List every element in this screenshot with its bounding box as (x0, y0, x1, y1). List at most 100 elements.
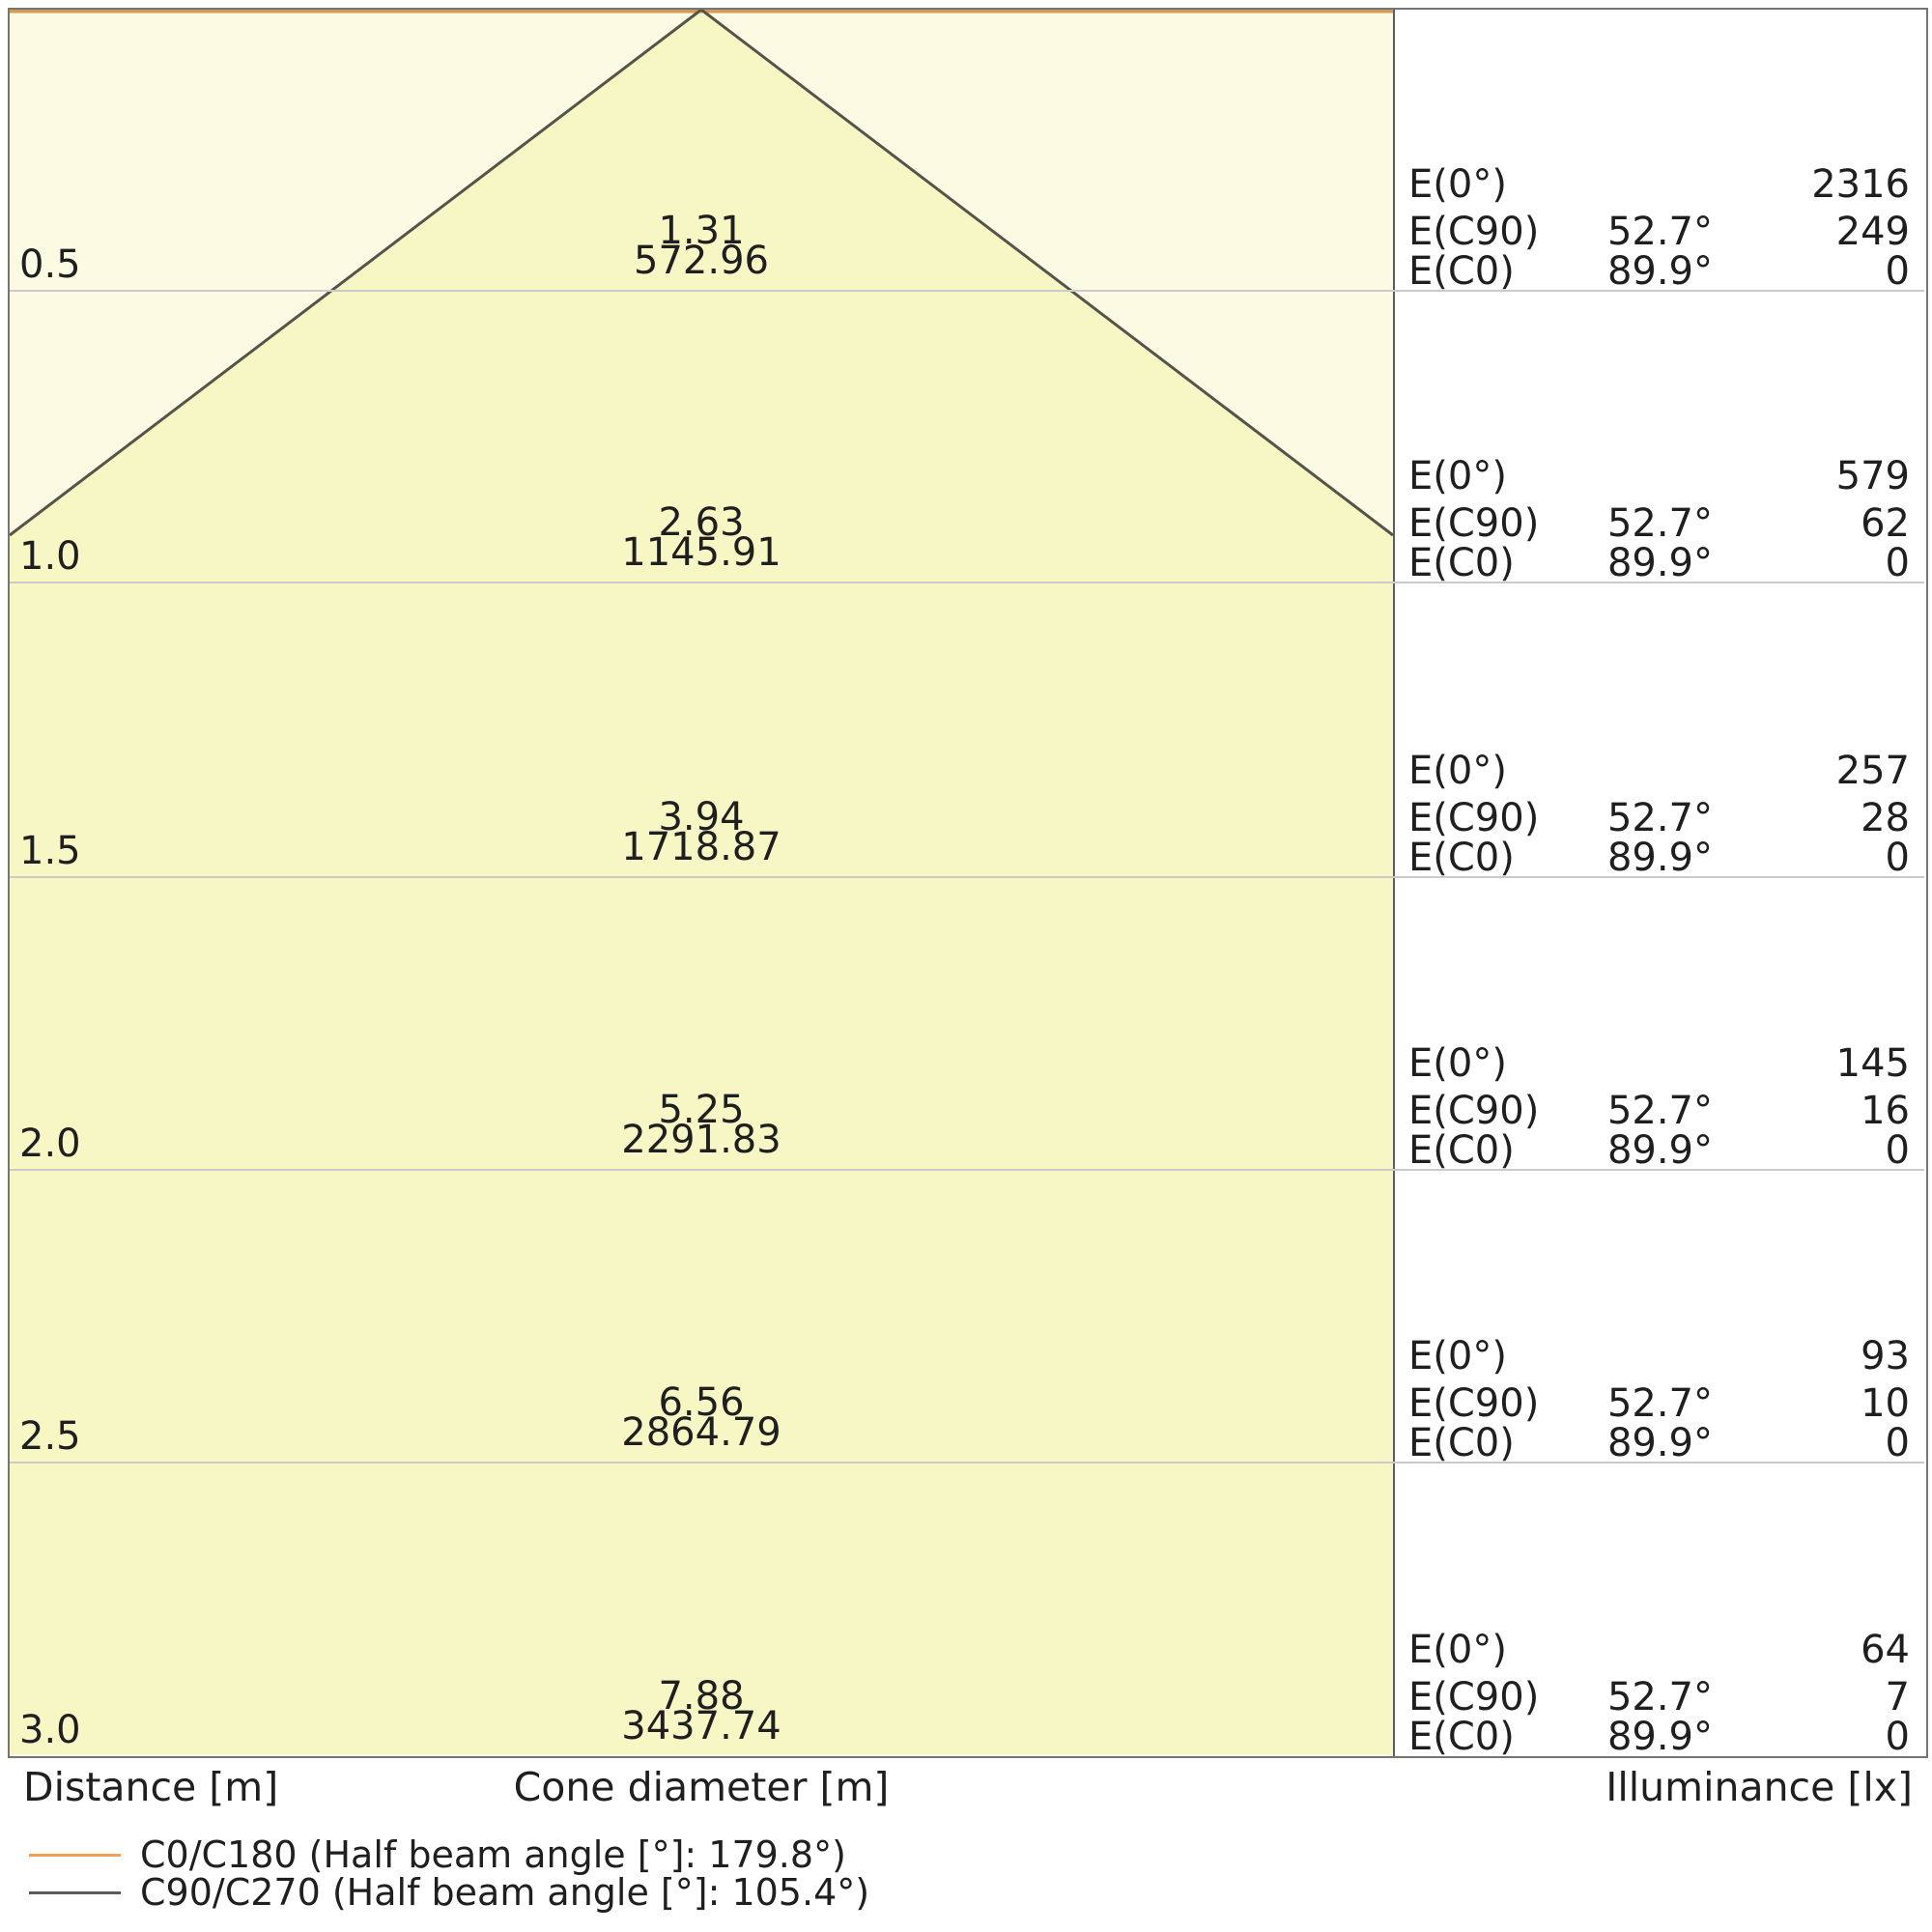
ec90-angle: 52.7° (1606, 1381, 1713, 1426)
cone-diameter-c0-value: 572.96 (634, 239, 769, 283)
illuminance-line: E(C0) 89.9° 0 (1408, 1718, 1910, 1757)
e0-label: E(0°) (1408, 1041, 1507, 1086)
illuminance-line: E(C0) 89.9° 0 (1408, 1131, 1910, 1171)
ec0-angle: 89.9° (1606, 836, 1713, 880)
illuminance-line: E(0°) 93 (1408, 1337, 1910, 1377)
row-separator-line (10, 290, 1924, 292)
illuminance-block: E(0°) 2316 E(C90) 52.7° 249 E(C0) 89.9° 0 (1408, 165, 1910, 293)
ec90-angle: 52.7° (1606, 1089, 1713, 1133)
e0-label: E(0°) (1408, 749, 1507, 793)
illuminance-line: E(0°) 64 (1408, 1631, 1910, 1670)
distance-label: 1.5 (19, 829, 81, 873)
illuminance-line: E(C90) 52.7° 10 (1408, 1384, 1910, 1424)
illuminance-block: E(0°) 579 E(C90) 52.7° 62 E(C0) 89.9° 0 (1408, 457, 1910, 584)
distance-label: 2.5 (19, 1414, 81, 1459)
legend-item-c0-c180: C0/C180 (Half beam angle [°]: 179.8°) (29, 1836, 869, 1874)
c0-c180-line-swatch (29, 1854, 121, 1857)
cone-diameter-c0-value: 1145.91 (621, 530, 781, 575)
ec90-label: E(C90) (1408, 1089, 1540, 1133)
illuminance-line: E(C90) 52.7° 16 (1408, 1092, 1910, 1131)
illuminance-block: E(0°) 64 E(C90) 52.7° 7 E(C0) 89.9° 0 (1408, 1631, 1910, 1758)
illuminance-line: E(0°) 257 (1408, 752, 1910, 791)
e0-value: 64 (1861, 1628, 1910, 1672)
distance-label: 1.0 (19, 534, 81, 579)
c90-c270-line-swatch (29, 1891, 121, 1894)
row-separator-line (10, 876, 1924, 878)
cone-diameter-c0-value: 2864.79 (621, 1410, 781, 1455)
cone-diameter-c0-value: 2291.83 (621, 1118, 781, 1162)
ec0-label: E(C0) (1408, 836, 1515, 880)
e0-value: 93 (1861, 1334, 1910, 1378)
ec90-value: 7 (1885, 1675, 1910, 1719)
ec90-label: E(C90) (1408, 210, 1540, 254)
cone-fill-layer (10, 10, 1393, 1754)
ec90-value: 249 (1835, 210, 1910, 254)
e0-label: E(0°) (1408, 1628, 1507, 1672)
ec0-label: E(C0) (1408, 541, 1515, 585)
cone-diameter-c90-value: 2.63 (658, 500, 745, 545)
ec90-value: 28 (1861, 796, 1910, 840)
illuminance-line: E(0°) 579 (1408, 457, 1910, 497)
ec90-angle: 52.7° (1606, 210, 1713, 254)
ec90-value: 10 (1861, 1381, 1910, 1426)
illuminance-line: E(C0) 89.9° 0 (1408, 838, 1910, 878)
ec90-angle: 52.7° (1606, 796, 1713, 840)
cone-diameter-axis-label: Cone diameter [m] (513, 1764, 890, 1810)
illuminance-line: E(C90) 52.7° 62 (1408, 504, 1910, 544)
illuminance-line: E(C90) 52.7° 7 (1408, 1678, 1910, 1718)
ec0-value: 0 (1885, 541, 1910, 585)
c90-cone-inner-fill (10, 10, 1393, 1754)
c90-cone-right-edge (700, 10, 1393, 537)
illuminance-line: E(0°) 2316 (1408, 165, 1910, 205)
legend-item-c90-c270: C90/C270 (Half beam angle [°]: 105.4°) (29, 1874, 869, 1912)
cone-diameter-c90-value: 3.94 (658, 795, 745, 839)
ec0-angle: 89.9° (1606, 541, 1713, 585)
ec0-label: E(C0) (1408, 1128, 1515, 1173)
ec90-angle: 52.7° (1606, 501, 1713, 546)
illuminance-block: E(0°) 93 E(C90) 52.7° 10 E(C0) 89.9° 0 (1408, 1337, 1910, 1464)
ec90-value: 62 (1861, 501, 1910, 546)
c90-cone-left-edge (10, 10, 702, 537)
illuminance-line: E(0°) 145 (1408, 1044, 1910, 1084)
legend-label-c90-c270: C90/C270 (Half beam angle [°]: 105.4°) (140, 1871, 870, 1914)
ec0-value: 0 (1885, 836, 1910, 880)
ec90-value: 16 (1861, 1089, 1910, 1133)
ec0-angle: 89.9° (1606, 1715, 1713, 1759)
ec90-angle: 52.7° (1606, 1675, 1713, 1719)
e0-label: E(0°) (1408, 454, 1507, 498)
legend-label-c0-c180: C0/C180 (Half beam angle [°]: 179.8°) (140, 1833, 846, 1876)
illuminance-line: E(C0) 89.9° 0 (1408, 544, 1910, 583)
illuminance-line: E(C0) 89.9° 0 (1408, 1424, 1910, 1463)
ec0-value: 0 (1885, 1421, 1910, 1465)
e0-value: 257 (1835, 749, 1910, 793)
e0-label: E(0°) (1408, 1334, 1507, 1378)
cone-diameter-c90-value: 7.88 (658, 1674, 745, 1719)
ec90-label: E(C90) (1408, 796, 1540, 840)
row-separator-line (10, 582, 1924, 583)
illuminance-line: E(C90) 52.7° 28 (1408, 799, 1910, 838)
e0-value: 2316 (1811, 162, 1910, 207)
cone-diameter-c90-value: 5.25 (658, 1088, 745, 1132)
e0-label: E(0°) (1408, 162, 1507, 207)
e0-value: 145 (1835, 1041, 1910, 1086)
illuminance-line: E(C90) 52.7° 249 (1408, 213, 1910, 252)
cone-diameter-c0-value: 1718.87 (621, 825, 781, 869)
ec0-value: 0 (1885, 1715, 1910, 1759)
distance-label: 2.0 (19, 1122, 81, 1166)
illuminance-block: E(0°) 145 E(C90) 52.7° 16 E(C0) 89.9° 0 (1408, 1044, 1910, 1172)
ec0-angle: 89.9° (1606, 1421, 1713, 1465)
ec0-value: 0 (1885, 1128, 1910, 1173)
ec0-label: E(C0) (1408, 249, 1515, 294)
legend: C0/C180 (Half beam angle [°]: 179.8°) C9… (29, 1836, 869, 1912)
ec0-angle: 89.9° (1606, 249, 1713, 294)
cone-diameter-c90-value: 1.31 (658, 209, 745, 253)
illuminance-axis-label: Illuminance [lx] (1605, 1764, 1913, 1810)
ec90-label: E(C90) (1408, 1675, 1540, 1719)
cone-diagram-area (10, 10, 1395, 1756)
cone-lines-layer (10, 10, 1393, 537)
illuminance-line: E(C0) 89.9° 0 (1408, 252, 1910, 292)
ec90-label: E(C90) (1408, 501, 1540, 546)
cone-diameter-c0-value: 3437.74 (621, 1704, 781, 1748)
cone-diameter-c90-value: 6.56 (658, 1380, 745, 1425)
